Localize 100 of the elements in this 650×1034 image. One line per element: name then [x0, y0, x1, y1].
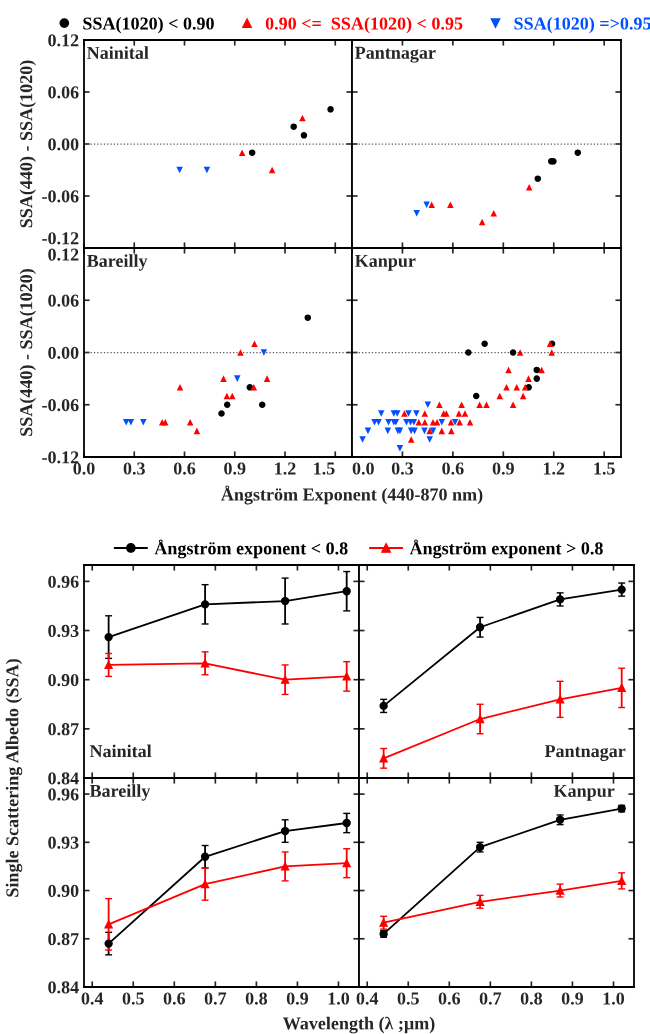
point: [447, 201, 454, 208]
x-tick-label: 0.0: [73, 462, 95, 475]
point: [248, 149, 256, 156]
y-axis-title: Single Scattering Albedo (SSA): [5, 659, 23, 897]
point: [104, 660, 113, 670]
point: [436, 401, 443, 409]
point: [475, 623, 485, 632]
point: [140, 418, 147, 426]
point: [290, 123, 297, 130]
point: [516, 349, 524, 356]
point: [421, 418, 429, 426]
legend-label: 0.90 <= SSA(1020) < 0.95: [265, 16, 463, 34]
point: [396, 445, 404, 452]
x-tick-label: 0.8: [245, 992, 268, 1005]
point: [280, 862, 290, 871]
y-tick-label: -0.12: [42, 232, 79, 245]
point: [555, 595, 565, 604]
text: Pantnagar: [544, 745, 626, 761]
point: [378, 410, 385, 417]
y-tick-label: 0.96: [48, 575, 79, 588]
point: [327, 106, 334, 113]
x-tick-label: 1.2: [275, 462, 296, 475]
point: [525, 375, 532, 382]
point: [176, 384, 184, 391]
point: [200, 879, 210, 889]
x-tick-label: 0.8: [520, 992, 543, 1005]
y-tick-label: 0.12: [48, 34, 79, 47]
x-axis-title: Ångström Exponent (440-870 nm): [221, 485, 483, 505]
y-tick-label: -0.12: [42, 451, 79, 464]
point: [238, 149, 246, 156]
point: [617, 683, 626, 693]
point: [280, 826, 290, 836]
point: [481, 340, 488, 348]
point: [533, 375, 541, 382]
legend-label: SSA(1020) < 0.90: [83, 16, 214, 34]
point: [300, 132, 308, 139]
x-tick-label: 0.5: [397, 992, 419, 1005]
point: [200, 852, 210, 861]
y-tick-label: 0.00: [48, 138, 79, 151]
point: [461, 410, 469, 417]
x-tick-label: 1.2: [543, 462, 565, 475]
point: [475, 714, 485, 724]
y-tick-label: -0.06: [42, 399, 79, 412]
x-tick-label: 1.5: [594, 462, 615, 475]
point: [342, 818, 351, 828]
y-axis-title: SSA(440) - SSA(1020): [19, 60, 36, 228]
x-tick-label: 0.6: [442, 462, 464, 475]
y-tick-label: 0.93: [48, 836, 79, 849]
point: [405, 410, 412, 417]
point: [426, 427, 433, 435]
x-tick-label: 0.4: [356, 992, 379, 1005]
x-tick-label: 0.7: [204, 992, 227, 1005]
point: [478, 218, 486, 226]
point: [415, 418, 422, 426]
y-tick-label: 0.12: [48, 248, 79, 261]
point: [379, 918, 388, 927]
point: [521, 384, 529, 391]
point: [424, 401, 432, 409]
point: [519, 392, 527, 400]
point: [234, 375, 241, 382]
point: [465, 349, 472, 356]
y-tick-label: 0.84: [48, 772, 79, 785]
point: [455, 410, 463, 417]
point: [220, 375, 227, 382]
x-tick-label: 0.0: [352, 462, 374, 475]
point: [475, 897, 485, 906]
x-tick-label: 1.0: [328, 992, 350, 1005]
y-tick-label: 0.90: [48, 673, 79, 687]
y-tick-label: -0.06: [42, 190, 79, 203]
point: [428, 201, 435, 208]
point: [200, 600, 210, 609]
point: [258, 401, 266, 409]
x-tick-label: 0.9: [561, 992, 584, 1005]
point: [223, 392, 231, 400]
point: [280, 596, 290, 606]
point: [574, 149, 582, 156]
point: [534, 175, 542, 182]
chart-title: Nainital: [87, 46, 149, 59]
x-tick-label: 0.7: [479, 992, 502, 1005]
point: [503, 384, 510, 391]
legend-label: Ångström exponent > 0.8: [409, 539, 603, 559]
y-tick-label: 0.00: [48, 346, 79, 360]
point: [342, 859, 351, 868]
point: [200, 659, 210, 668]
point: [538, 366, 545, 374]
y-tick-label: 0.84: [48, 981, 79, 994]
x-tick-label: 0.9: [224, 462, 246, 475]
point: [533, 366, 541, 374]
point: [237, 349, 244, 356]
point: [218, 410, 225, 417]
point: [342, 672, 351, 681]
chart-title: Kanpur: [355, 254, 416, 271]
point: [342, 587, 351, 596]
legend-label: Ångström exponent < 0.8: [154, 539, 348, 559]
legend-label: SSA(1020) =>0.95: [514, 16, 650, 34]
x-tick-label: 0.3: [123, 462, 145, 475]
x-tick-label: 0.5: [122, 992, 144, 1005]
point: [438, 427, 446, 435]
point: [548, 349, 555, 356]
y-tick-label: 0.96: [48, 788, 79, 801]
